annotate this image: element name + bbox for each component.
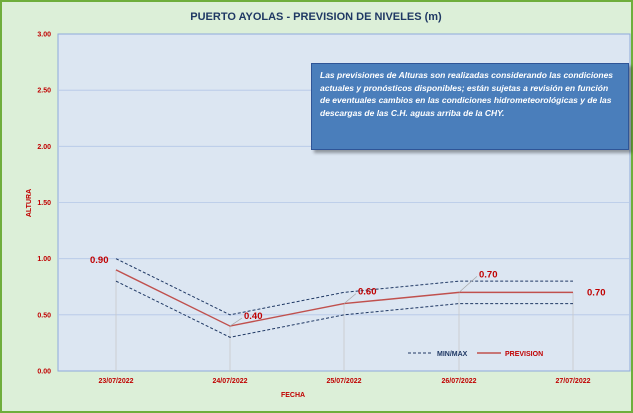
- y-tick-label: 0.50: [37, 312, 51, 319]
- x-tick-label: 26/07/2022: [441, 378, 476, 385]
- series-min-line: [115, 280, 573, 338]
- y-tick-label: 1.00: [37, 256, 51, 263]
- y-tick-label: 2.00: [37, 144, 51, 151]
- legend-minmax-label: MIN/MAX: [437, 351, 468, 358]
- x-tick-label: 27/07/2022: [555, 378, 590, 385]
- data-label: 0.90: [90, 255, 109, 266]
- y-tick-label: 0.00: [37, 369, 51, 376]
- y-axis-label: ALTURA: [26, 189, 33, 217]
- label-leader: [458, 276, 478, 293]
- x-tick-label: 23/07/2022: [98, 378, 133, 385]
- y-tick-label: 3.00: [37, 32, 51, 39]
- x-tick-label: 25/07/2022: [326, 378, 361, 385]
- x-tick-label: 24/07/2022: [212, 378, 247, 385]
- chart-title: PUERTO AYOLAS - PREVISION DE NIVELES (m): [190, 11, 442, 23]
- data-label: 0.70: [587, 287, 606, 298]
- legend-prevision-label: PREVISION: [505, 351, 543, 358]
- y-tick-label: 1.50: [37, 200, 51, 207]
- data-label: 0.40: [244, 311, 263, 322]
- legend: MIN/MAX PREVISION: [408, 351, 543, 358]
- series-max-line: [115, 258, 573, 316]
- y-tick-label: 2.50: [37, 88, 51, 95]
- data-label: 0.70: [479, 269, 498, 280]
- data-label: 0.60: [358, 287, 377, 298]
- label-leader: [229, 317, 243, 327]
- forecast-note: Las previsiones de Alturas son realizada…: [311, 63, 629, 150]
- label-leader: [343, 293, 357, 304]
- x-axis-label: FECHA: [281, 392, 305, 399]
